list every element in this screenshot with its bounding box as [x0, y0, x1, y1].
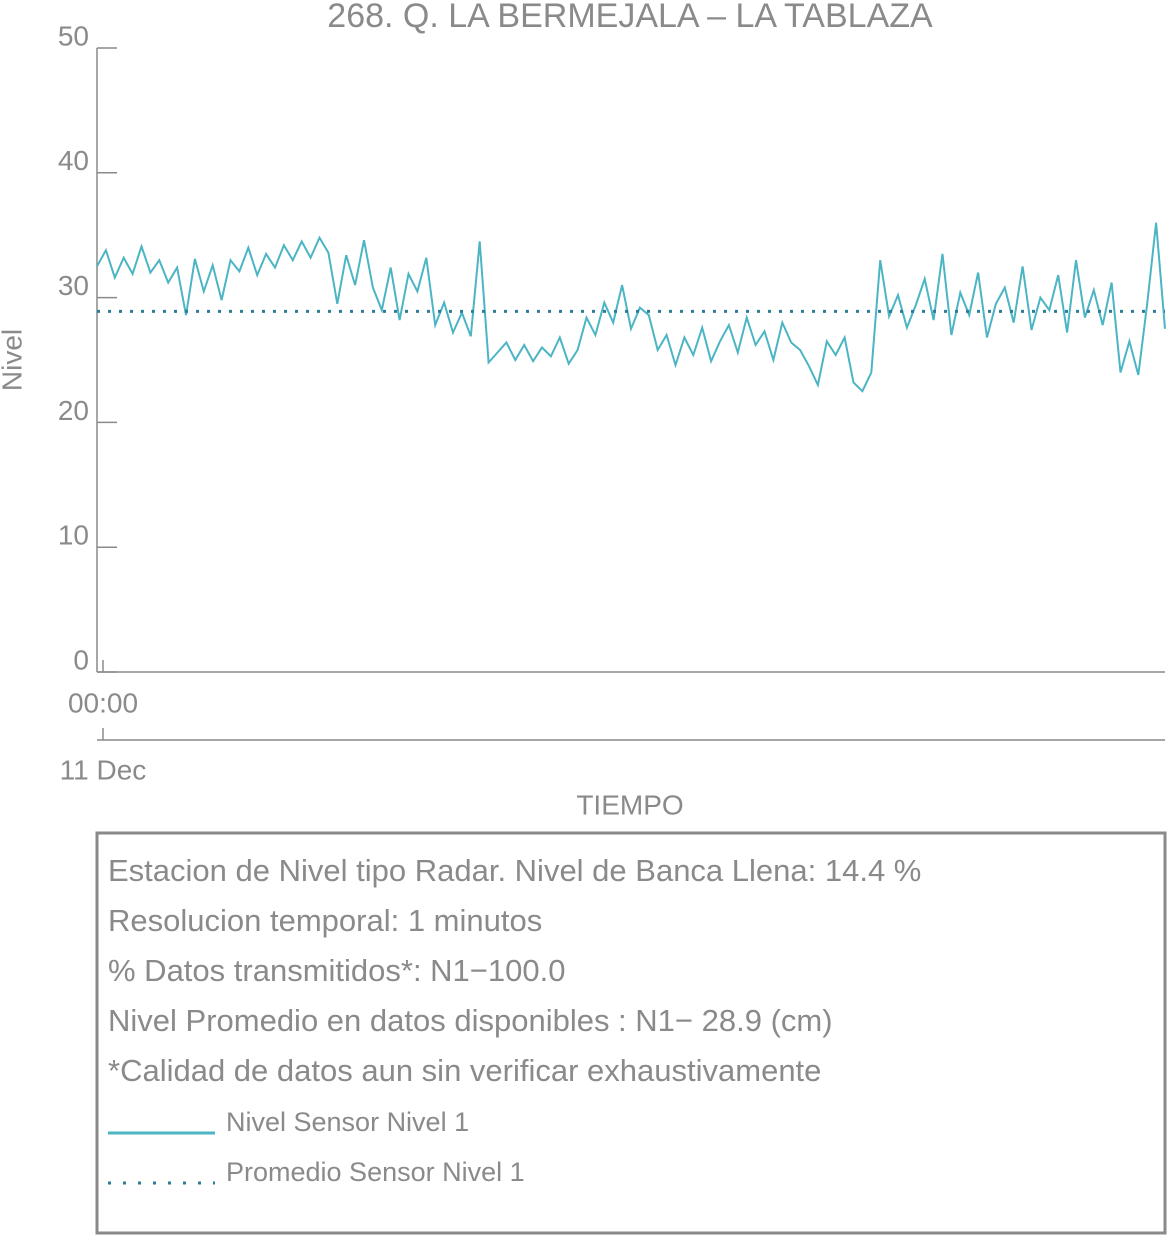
info-line: Estacion de Nivel tipo Radar. Nivel de B…	[108, 853, 921, 888]
x-tick-label: 00:00	[68, 687, 138, 718]
x-axis-label: TIEMPO	[576, 789, 683, 820]
legend-label: Promedio Sensor Nivel 1	[226, 1157, 525, 1187]
legend-label: Nivel Sensor Nivel 1	[226, 1107, 469, 1137]
y-tick-label: 50	[58, 20, 89, 51]
legend-box	[95, 831, 1167, 1235]
chart-title: 268. Q. LA BERMEJALA – LA TABLAZA	[327, 0, 933, 35]
info-line: Resolucion temporal: 1 minutos	[108, 903, 542, 938]
y-axis-label: Nivel	[0, 329, 27, 391]
info-line: Nivel Promedio en datos disponibles : N1…	[108, 1003, 833, 1038]
info-line: % Datos transmitidos*: N1−100.0	[108, 953, 565, 988]
y-tick-label: 40	[58, 145, 89, 176]
x-date-tick-label: 11 Dec	[60, 754, 147, 785]
y-tick-label: 30	[58, 270, 89, 301]
data-line	[96, 222, 1166, 393]
y-tick-label: 10	[58, 520, 89, 551]
y-tick-label: 0	[73, 644, 89, 675]
info-line: *Calidad de datos aun sin verificar exha…	[108, 1053, 821, 1088]
y-tick-label: 20	[58, 395, 89, 426]
